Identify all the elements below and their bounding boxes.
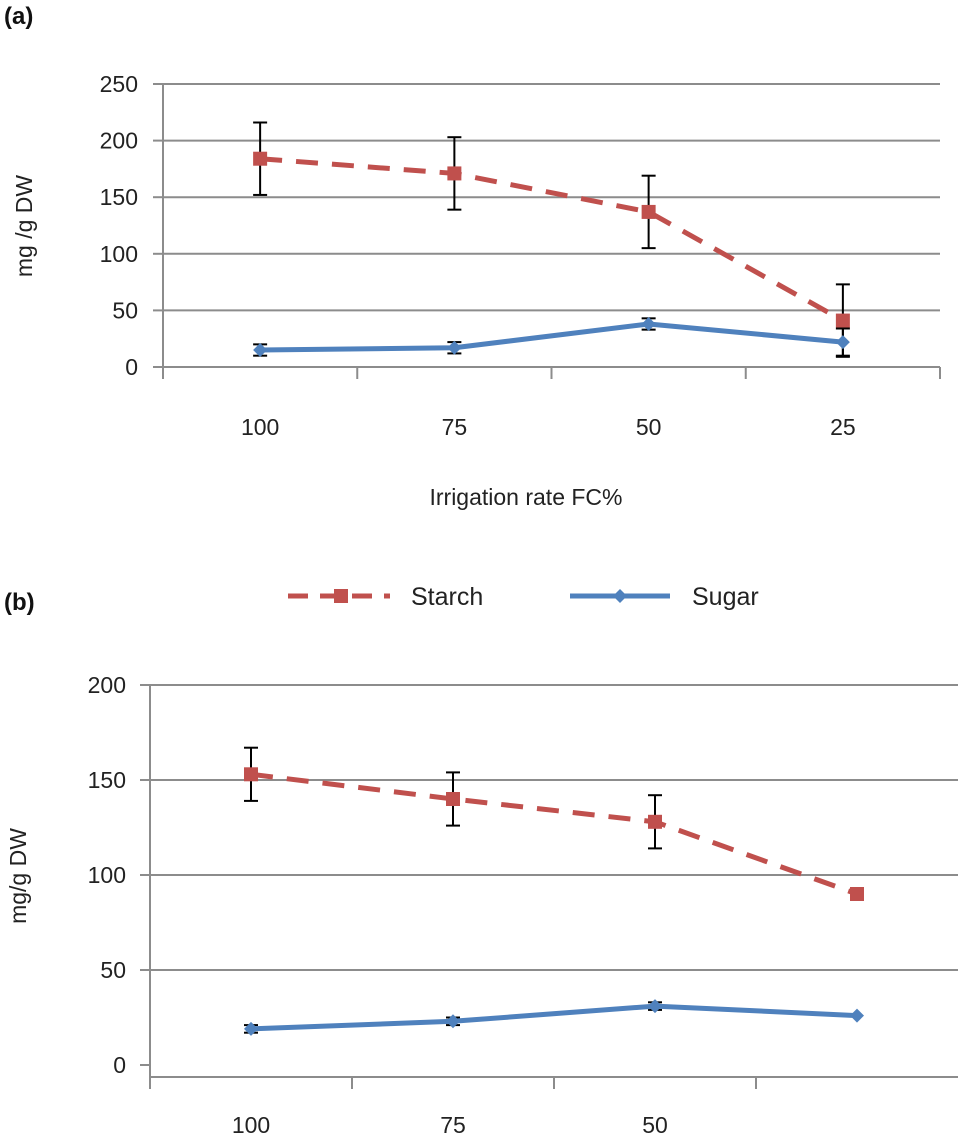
x-axis-title-a: Irrigation rate FC% [429,484,622,510]
gridlines-b [140,684,958,1089]
gridlines-a [153,83,941,379]
y-tick-labels-b: 0 50 100 150 200 [88,672,126,1078]
data-point-starch [648,814,662,829]
y-tick-label: 50 [100,957,126,983]
data-point-sugar [447,340,462,355]
chart-panel-b: (b) mg/g DW 0 50 100 150 200 100 75 50 [4,589,958,1137]
y-tick-label: 100 [88,862,126,888]
data-point-sugar [835,335,850,350]
data-point-sugar [244,1021,258,1036]
data-point-starch [244,767,258,782]
panel-label-b: (b) [4,589,35,616]
y-tick-labels-a: 0 50 100 150 200 250 [100,71,138,380]
data-point-sugar [850,1008,864,1023]
y-tick-label: 0 [125,354,138,380]
data-point-starch [850,887,864,901]
legend-item-sugar: Sugar [570,583,759,611]
y-tick-label: 200 [100,128,138,154]
y-tick-label: 0 [113,1052,126,1078]
x-tick-label: 75 [442,414,468,440]
legend-marker-square-icon [334,589,348,603]
chart-panel-a: (a) mg /g DW Irrigation rate FC% 0501001… [4,3,941,510]
x-tick-label: 50 [636,414,662,440]
data-point-starch [253,151,268,166]
x-tick-label: 100 [241,414,279,440]
y-axis-title-a: mg /g DW [11,175,37,278]
data-point-sugar [253,343,268,358]
series-line-sugar [250,1003,858,1032]
y-tick-label: 50 [112,297,138,323]
y-tick-label: 200 [88,672,126,698]
x-tick-label: 25 [830,414,856,440]
data-point-sugar [446,1014,460,1029]
legend: Starch Sugar [288,583,759,611]
panel-label-a: (a) [4,3,33,30]
legend-item-starch: Starch [288,583,483,611]
plot-area [253,121,850,358]
data-point-starch [835,313,850,328]
plot-area [244,746,864,1036]
series-a [253,121,850,358]
data-point-sugar [648,999,662,1014]
y-axis-title-b: mg/g DW [5,828,31,924]
legend-label-starch: Starch [411,583,483,611]
y-tick-label: 150 [88,767,126,793]
data-point-starch [641,204,656,219]
data-point-starch [447,166,462,181]
series-line-starch [250,771,858,897]
x-tick-label: 75 [440,1112,466,1137]
legend-label-sugar: Sugar [692,583,759,611]
y-tick-label: 150 [100,184,138,210]
x-tick-labels-a: 100 75 50 25 [241,414,856,440]
x-tick-label: 100 [232,1112,270,1137]
data-point-sugar [641,316,656,331]
series-line-starch [259,156,845,323]
x-tick-labels-b: 100 75 50 [232,1112,668,1137]
data-point-starch [446,792,460,806]
series-b [244,746,864,1036]
x-tick-label: 50 [642,1112,668,1137]
y-tick-label: 100 [100,241,138,267]
legend-marker-diamond-icon [613,589,627,603]
y-tick-label: 250 [100,71,138,97]
series-line-sugar [260,321,844,353]
